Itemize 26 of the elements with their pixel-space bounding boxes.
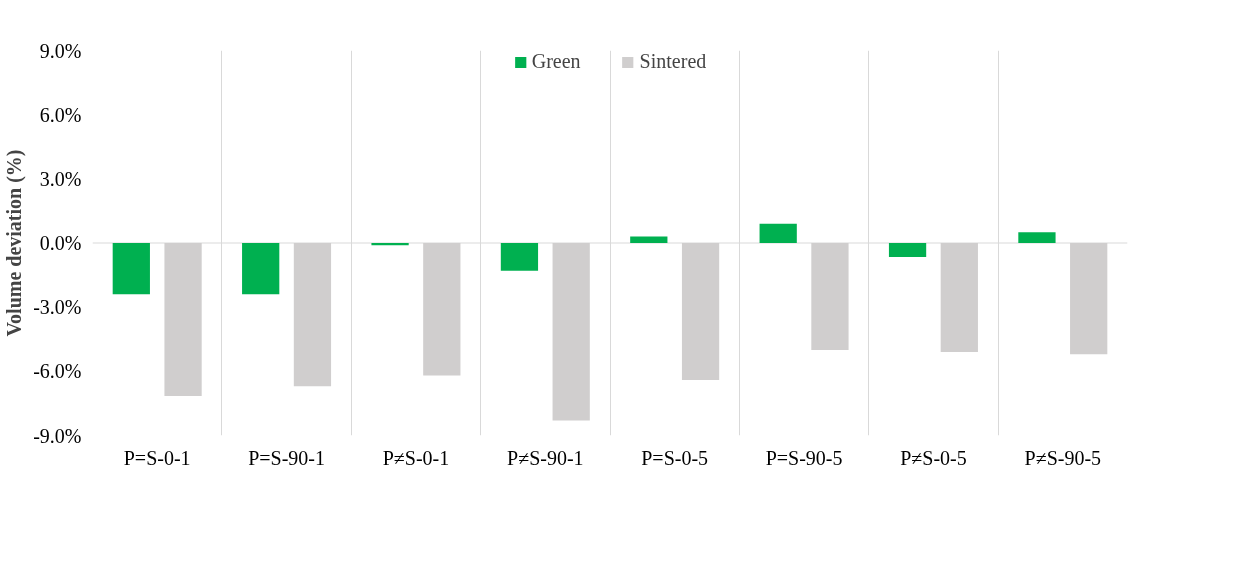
- x-tick-label: P=S-0-1: [123, 446, 191, 469]
- legend-label: Green: [531, 50, 581, 73]
- x-tick-label: P=S-90-5: [765, 446, 843, 469]
- y-tick-label: 6.0%: [39, 103, 82, 126]
- y-tick-label: 0.0%: [39, 232, 82, 254]
- x-tick-label: P≠S-0-1: [382, 446, 450, 469]
- x-tick-label: P≠S-90-5: [1024, 446, 1102, 469]
- bar: [1018, 232, 1056, 243]
- y-tick-label: -6.0%: [33, 360, 82, 383]
- x-tick-label: P≠S-90-1: [507, 446, 584, 469]
- bar: [759, 223, 797, 243]
- y-tick-label: 3.0%: [39, 167, 82, 190]
- y-tick-label: 9.0%: [39, 39, 82, 62]
- legend-label: Sintered: [639, 50, 707, 73]
- x-tick-label: P≠S-0-5: [900, 446, 967, 469]
- bar: [371, 243, 409, 246]
- y-axis-title: Volume deviation (%): [3, 149, 27, 337]
- y-tick-label: -3.0%: [33, 296, 82, 319]
- bar: [888, 243, 927, 257]
- y-tick-label: -9.0%: [33, 424, 82, 447]
- x-tick-label: P=S-90-1: [248, 446, 325, 469]
- bar: [500, 243, 539, 271]
- bar: [242, 243, 280, 295]
- x-tick-label: P=S-0-5: [641, 446, 709, 469]
- bar: [112, 243, 150, 295]
- bar: [630, 236, 668, 243]
